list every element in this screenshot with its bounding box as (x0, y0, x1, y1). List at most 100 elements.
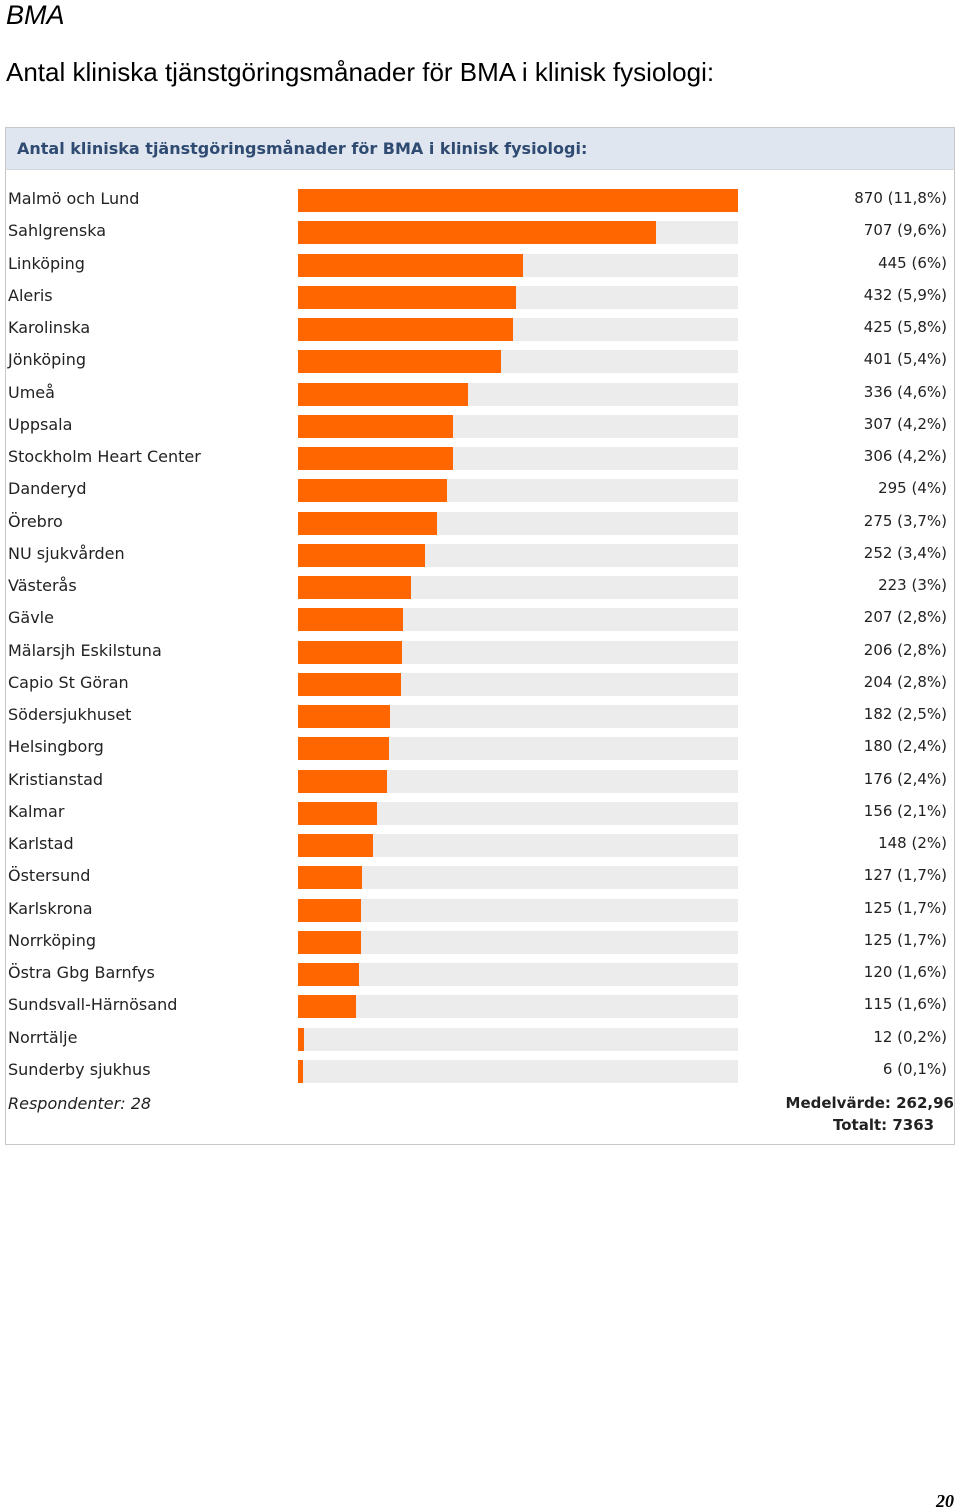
bar (298, 221, 656, 245)
bar-value-label: 445 (6%) (878, 253, 947, 272)
bar-track (298, 479, 738, 503)
bar-row: Sunderby sjukhus 6 (0,1%) (6, 1055, 954, 1087)
bar-track (298, 705, 738, 728)
bar-category-label: Norrtälje (8, 1027, 78, 1047)
section-title: BMA (6, 0, 65, 30)
bar-row: Östra Gbg Barnfys 120 (1,6%) (6, 958, 954, 990)
bar-row: Kalmar 156 (2,1%) (6, 797, 954, 829)
bar-value-label: 870 (11,8%) (854, 189, 947, 207)
bar-value-label: 206 (2,8%) (863, 640, 947, 659)
bar-value-label: 180 (2,4%) (863, 737, 947, 756)
bar-row: Aleris 432 (5,9%) (6, 281, 954, 313)
bar-row: Norrköping 125 (1,7%) (6, 926, 954, 958)
bar-value-label: 295 (4%) (878, 479, 947, 498)
bar (298, 414, 453, 438)
bar-value-label: 432 (5,9%) (863, 285, 947, 304)
bar-row: Uppsala 307 (4,2%) (6, 410, 954, 442)
bar-track (298, 221, 738, 245)
bar-category-label: Östra Gbg Barnfys (8, 963, 155, 982)
bar-category-label: Linköping (8, 253, 85, 273)
bar (298, 834, 373, 857)
bar-row: Örebro 275 (3,7%) (6, 507, 954, 539)
bar-category-label: Uppsala (8, 414, 73, 434)
bar-track (298, 898, 738, 922)
bar-track (298, 447, 738, 470)
bar-value-label: 125 (1,7%) (863, 898, 947, 917)
bar-track (298, 640, 738, 664)
bar-value-label: 252 (3,4%) (863, 543, 947, 562)
bar-row: Umeå 336 (4,6%) (6, 378, 954, 410)
bar-category-label: Danderyd (8, 479, 87, 499)
bar-category-label: Capio St Göran (8, 672, 129, 692)
bar-row: Malmö och Lund 870 (11,8%) (6, 184, 954, 216)
bar-track (298, 834, 738, 857)
bar (298, 995, 356, 1019)
bar-track (298, 608, 738, 632)
bar-value-label: 307 (4,2%) (863, 414, 947, 433)
bar-row: Sahlgrenska 707 (9,6%) (6, 216, 954, 248)
bar (298, 640, 402, 664)
bar-row: Kristianstad 176 (2,4%) (6, 765, 954, 797)
bar-track (298, 382, 738, 406)
bar-category-label: Stockholm Heart Center (8, 447, 201, 466)
mean-value: Medelvärde: 262,96 (785, 1094, 954, 1112)
bar-track (298, 189, 738, 212)
bar-track (298, 576, 738, 599)
total-value: Totalt: 7363 (833, 1116, 935, 1134)
bar-row: Jönköping 401 (5,4%) (6, 345, 954, 377)
bar (298, 479, 447, 503)
bar (298, 963, 359, 986)
bar (298, 447, 453, 470)
bar-value-label: 204 (2,8%) (863, 672, 947, 691)
bar-category-label: Mälarsjh Eskilstuna (8, 640, 162, 660)
bar (298, 189, 738, 212)
bar-value-label: 425 (5,8%) (863, 318, 947, 336)
bar-category-label: Sahlgrenska (8, 221, 107, 241)
bar-value-label: 6 (0,1%) (882, 1059, 947, 1078)
chart-header: Antal kliniska tjänstgöringsmånader för … (6, 128, 954, 170)
bar-category-label: Kristianstad (8, 769, 104, 789)
bar-category-label: Örebro (8, 511, 63, 531)
bar-category-label: Umeå (8, 382, 55, 402)
bar-row: Södersjukhuset 182 (2,5%) (6, 700, 954, 732)
bar-track (298, 801, 738, 825)
bar-category-label: Jönköping (8, 350, 87, 370)
bar-category-label: Östersund (8, 866, 91, 886)
bar-value-label: 182 (2,5%) (863, 705, 947, 723)
bar-value-label: 125 (1,7%) (863, 930, 947, 949)
bar-row: Danderyd 295 (4%) (6, 474, 954, 506)
bar (298, 511, 437, 535)
bar-value-label: 176 (2,4%) (863, 769, 947, 788)
bar-track (298, 253, 738, 277)
bar-row: Sundsvall-Härnösand 115 (1,6%) (6, 990, 954, 1022)
bar-track (298, 930, 738, 954)
page-number: 20 (936, 1491, 954, 1511)
respondents-count: Respondenter: 28 (8, 1094, 152, 1113)
bar-category-label: Helsingborg (8, 737, 104, 757)
bar (298, 608, 403, 632)
bar-track (298, 866, 738, 890)
bar-category-label: Södersjukhuset (8, 705, 132, 724)
bar (298, 898, 361, 922)
bar-track (298, 318, 738, 341)
bar-track (298, 414, 738, 438)
bar-row: Capio St Göran 204 (2,8%) (6, 668, 954, 700)
bar (298, 737, 389, 761)
bar-category-label: Karlskrona (8, 898, 93, 918)
bar (298, 769, 387, 793)
bar-value-label: 156 (2,1%) (863, 801, 947, 820)
bar-track (298, 737, 738, 761)
bar (298, 253, 523, 277)
bar-category-label: Sunderby sjukhus (8, 1059, 151, 1079)
bar-row: Karlstad 148 (2%) (6, 829, 954, 861)
bar-row: Norrtälje 12 (0,2%) (6, 1023, 954, 1055)
bar-category-label: Kalmar (8, 801, 65, 821)
bar-value-label: 275 (3,7%) (863, 511, 947, 530)
bar-track (298, 769, 738, 793)
survey-chart-panel: Antal kliniska tjänstgöringsmånader för … (5, 127, 955, 1145)
bar-value-label: 148 (2%) (878, 834, 947, 852)
bar (298, 543, 425, 567)
bar-value-label: 12 (0,2%) (873, 1027, 947, 1046)
bar-value-label: 207 (2,8%) (863, 608, 947, 627)
bar-row: Gävle 207 (2,8%) (6, 603, 954, 635)
